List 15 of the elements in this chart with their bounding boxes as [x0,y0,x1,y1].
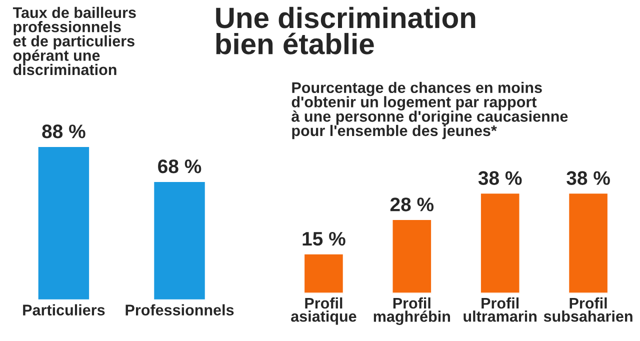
chart-title: Pourcentage de chances en moins d'obtenir un logement par rapport à une personne d'origine caucasienne pour l'ensemble des jeunes* [292,82,568,140]
x-tick-label: Professionnels [126,304,234,316]
data-label: 15 % [302,232,346,246]
x-tick-label: Profil ultramarin [464,297,537,322]
x-tick-label: Particuliers [23,304,105,316]
text: Une discrimination bien établie [216,6,476,54]
x-tick-label: Profil subsaharien [544,297,632,322]
x-tick-label: Profil maghrébin [374,297,450,325]
data-label: 38 % [566,171,610,185]
chart-title: Taux de bailleurs professionnels et de particuliers opérant une discrimination [12,6,136,76]
data-label: 88 % [42,124,86,138]
data-label: 28 % [390,198,434,212]
x-tick-label: Profil asiatique [291,297,356,325]
data-label: 68 % [158,159,202,174]
data-label: 38 % [478,171,522,185]
